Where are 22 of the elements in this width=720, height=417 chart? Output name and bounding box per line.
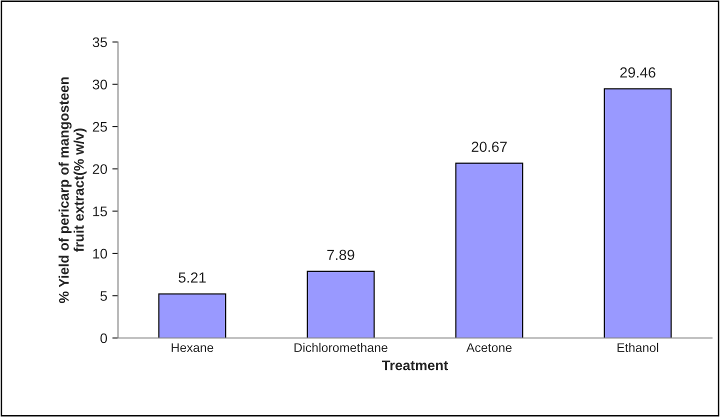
y-axis-title: % Yield of pericarp of mangosteen fruit extract(% w/v) [58,77,87,304]
bar [604,88,672,338]
data-label: 7.89 [327,250,354,260]
bar [306,270,375,338]
y-tick-label: 5 [100,291,107,301]
y-tick-label: 15 [93,206,108,216]
y-tick-label: 20 [92,164,108,174]
y-tick-label: 10 [93,248,108,259]
y-tick-label: 25 [92,122,108,132]
data-label: 5.21 [178,272,206,283]
bar [455,162,524,338]
x-axis-title: Treatment [382,360,448,370]
x-tick-label: Dichloromethane [294,342,388,352]
y-tick-label: 35 [92,37,108,48]
x-tick-label: Ethanol [618,342,658,352]
x-tick-label: Acetone [466,343,512,352]
bar [158,293,226,338]
data-label: 29.46 [620,67,656,78]
y-tick-label: 30 [92,80,108,90]
x-tick-label: Hexane [172,343,214,352]
data-label: 20.67 [472,142,507,152]
y-tick-label: 0 [100,333,108,344]
